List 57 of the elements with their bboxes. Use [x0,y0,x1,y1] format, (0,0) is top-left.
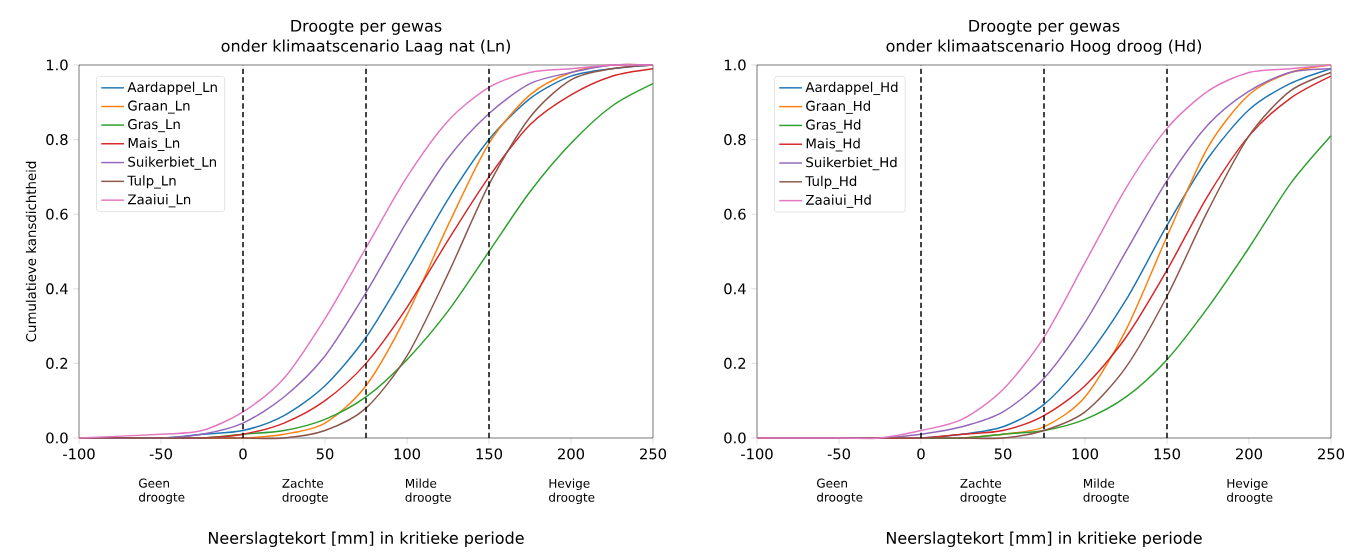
x-tick-label: 150 [1154,448,1181,460]
x-tick-label: 250 [640,448,667,460]
y-tick-label: 1.0 [46,59,68,71]
x-tick-label: 0 [239,448,247,460]
text: Geen droogte [817,478,863,505]
chart-title: Droogte per gewas [969,19,1120,35]
y-tick-label: 1.0 [724,59,746,71]
text: Geen droogte [139,478,185,505]
text: Hevige droogte [549,478,595,505]
y-tick-label: 0.2 [724,357,746,369]
legend-label: Aardappel_Ln [127,81,217,96]
chart-subtitle: onder klimaatscenario Laag nat (Ln) [221,39,510,55]
legend-label: Mais_Hd [806,138,860,152]
legend-label: Zaaiui_Hd [806,194,871,208]
legend-label: Graan_Ln [128,100,190,114]
legend-label: Tulp_Ln [127,175,176,189]
y-axis-title: Cumulatieve kansdichtheid [25,161,37,342]
legend-label: Zaaiui_Ln [128,194,191,208]
chart-title: Droogte per gewas [291,19,442,35]
x-tick-label: 250 [1318,448,1345,460]
chart-subtitle: onder klimaatscenario Hoog droog (Hd) [886,39,1202,55]
y-tick-label: 0.6 [724,208,746,220]
x-tick-label: 200 [1236,448,1263,460]
x-tick-label: -100 [741,448,773,460]
y-tick-label: 0.8 [46,134,68,146]
text: Milde droogte [405,478,451,505]
x-tick-label: 50 [994,448,1012,460]
y-tick-label: 0.8 [724,134,746,146]
text: Zachte droogte [282,478,328,505]
y-tick-label: 0.6 [46,208,68,220]
text: Zachte droogte [960,478,1006,505]
text: Milde droogte [1083,478,1129,505]
legend-label: Gras_Hd [806,119,861,133]
x-tick-label: 0 [917,448,925,460]
x-tick-label: 100 [1072,448,1099,460]
x-tick-label: 50 [316,448,334,460]
y-tick-label: 0.4 [46,283,68,295]
legend-label: Aardappel_Hd [805,81,898,96]
legend-label: Gras_Ln [128,119,180,133]
legend-label: Mais_Ln [128,137,180,151]
y-tick-label: 0.2 [46,357,68,369]
y-tick-label: 0.0 [724,432,746,444]
x-axis-title: Neerslagtekort [mm] in kritieke periode [208,531,524,548]
legend-label: Suikerbiet_Ln [128,156,216,170]
text: Hevige droogte [1227,478,1273,505]
x-tick-label: -50 [149,448,172,460]
y-tick-label: 0.0 [46,432,68,444]
x-tick-label: 150 [476,448,503,460]
legend-label: Suikerbiet_Hd [806,156,897,171]
legend-label: Graan_Hd [806,100,870,114]
x-tick-label: 200 [558,448,585,460]
x-tick-label: -100 [63,448,95,460]
y-tick-label: 0.4 [724,283,746,295]
x-tick-label: 100 [394,448,421,460]
legend-label: Tulp_Hd [805,175,857,190]
x-axis-title: Neerslagtekort [mm] in kritieke periode [886,531,1202,548]
x-tick-label: -50 [827,448,850,460]
